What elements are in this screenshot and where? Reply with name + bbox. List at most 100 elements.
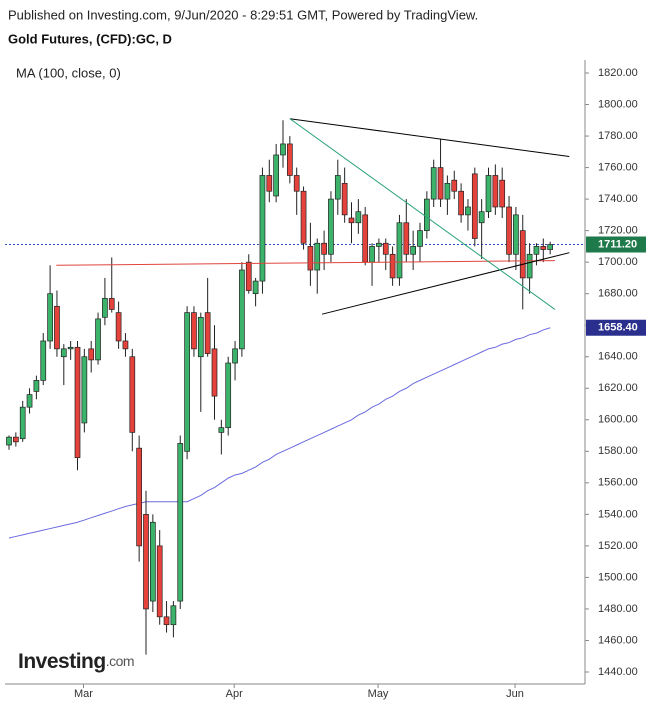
candle-body	[307, 246, 314, 271]
candle-body	[95, 318, 101, 361]
candle-body	[156, 545, 163, 618]
candle-body	[458, 190, 464, 216]
candle-body	[355, 211, 362, 224]
candle-body	[362, 214, 369, 263]
candle-body	[33, 380, 40, 392]
y-tick-label: 1680.00	[598, 288, 638, 300]
candle-body	[403, 222, 410, 255]
candle-body	[451, 179, 458, 192]
candle-body	[526, 253, 533, 279]
x-tick-label: May	[368, 688, 389, 700]
y-tick-label: 1800.00	[598, 98, 638, 110]
candle-body	[266, 175, 273, 192]
candle-body	[170, 605, 177, 626]
y-tick-label: 1540.00	[598, 508, 638, 520]
candle-body	[129, 356, 136, 433]
candle-body	[389, 253, 396, 279]
published-note: Published on Investing.com, 9/Jun/2020 -…	[8, 7, 478, 22]
logo: Investing.com	[18, 650, 134, 673]
candle-body	[396, 222, 403, 279]
trend-line	[56, 260, 555, 266]
candle-body	[293, 175, 300, 192]
candle-body	[239, 269, 245, 350]
candle-body	[369, 246, 375, 263]
y-tick-label: 1760.00	[598, 161, 638, 173]
chart-title: Gold Futures, (CFD):GC, D	[8, 31, 172, 46]
candle-body	[218, 427, 225, 433]
y-tick-label: 1640.00	[598, 351, 638, 363]
candle-body	[163, 616, 170, 626]
price-label-box	[586, 319, 646, 336]
y-tick-label: 1460.00	[598, 634, 638, 646]
candle-body	[26, 394, 33, 408]
candle-body	[417, 230, 423, 247]
candle-body	[540, 246, 547, 250]
candle-body	[376, 242, 382, 247]
candle-body	[122, 340, 129, 350]
y-tick-label: 1780.00	[598, 130, 638, 142]
candle-body	[47, 293, 53, 342]
candle-body	[13, 436, 19, 443]
logo-name: Investing	[18, 650, 106, 673]
candle-body	[430, 167, 437, 200]
candle-body	[506, 206, 512, 255]
y-tick-label: 1560.00	[598, 477, 638, 489]
candle-body	[485, 175, 492, 213]
y-tick-label: 1620.00	[598, 382, 638, 394]
candle-body	[252, 280, 259, 295]
candle-body	[287, 143, 293, 176]
candle-body	[341, 182, 348, 216]
candle-body	[136, 447, 142, 547]
candle-body	[102, 298, 108, 318]
y-tick-label: 1600.00	[598, 414, 638, 426]
candle-body	[533, 246, 540, 255]
candle-body	[197, 316, 204, 358]
candle-body	[19, 406, 26, 440]
y-tick-label: 1580.00	[598, 445, 638, 457]
y-tick-label: 1700.00	[598, 256, 638, 268]
candle-body	[40, 340, 47, 381]
candle-body	[177, 443, 184, 602]
candle-body	[410, 246, 416, 255]
candle-body	[471, 173, 478, 239]
candle-body	[444, 182, 451, 200]
candle-body	[348, 217, 355, 224]
candle-body	[519, 230, 526, 279]
x-tick-label: Jun	[506, 688, 524, 700]
candle-body	[60, 348, 67, 358]
candle-body	[115, 312, 122, 342]
candle-body	[300, 190, 307, 244]
candle-body	[437, 167, 444, 200]
candle-body	[328, 198, 334, 255]
x-tick-label: Mar	[74, 688, 93, 700]
candle-body	[478, 211, 485, 224]
candle-body	[184, 312, 190, 452]
trend-line	[289, 118, 556, 310]
y-tick-label: 1440.00	[598, 666, 638, 678]
y-tick-label: 1500.00	[598, 571, 638, 583]
candle-body	[143, 514, 149, 610]
candle-body	[513, 214, 519, 255]
candle-body	[273, 154, 279, 197]
candle-body	[225, 362, 232, 429]
candle-body	[424, 198, 430, 231]
x-tick-label: Apr	[226, 688, 243, 700]
legend-entry: MA (100, close, 0)	[16, 65, 121, 80]
price-label: 1711.20	[598, 238, 637, 250]
y-tick-label: 1520.00	[598, 540, 638, 552]
y-tick-label: 1720.00	[598, 225, 638, 237]
candle-body	[191, 312, 197, 350]
candle-body	[314, 242, 321, 271]
trend-line	[289, 118, 570, 158]
candle-body	[204, 312, 211, 354]
candle-body	[259, 175, 266, 282]
y-tick-label: 1740.00	[598, 193, 638, 205]
candle-body	[547, 244, 554, 250]
candle-body	[245, 261, 252, 291]
trend-line	[321, 252, 570, 315]
candle-body	[6, 436, 12, 446]
candle-body	[492, 175, 499, 208]
y-tick-label: 1820.00	[598, 67, 638, 79]
